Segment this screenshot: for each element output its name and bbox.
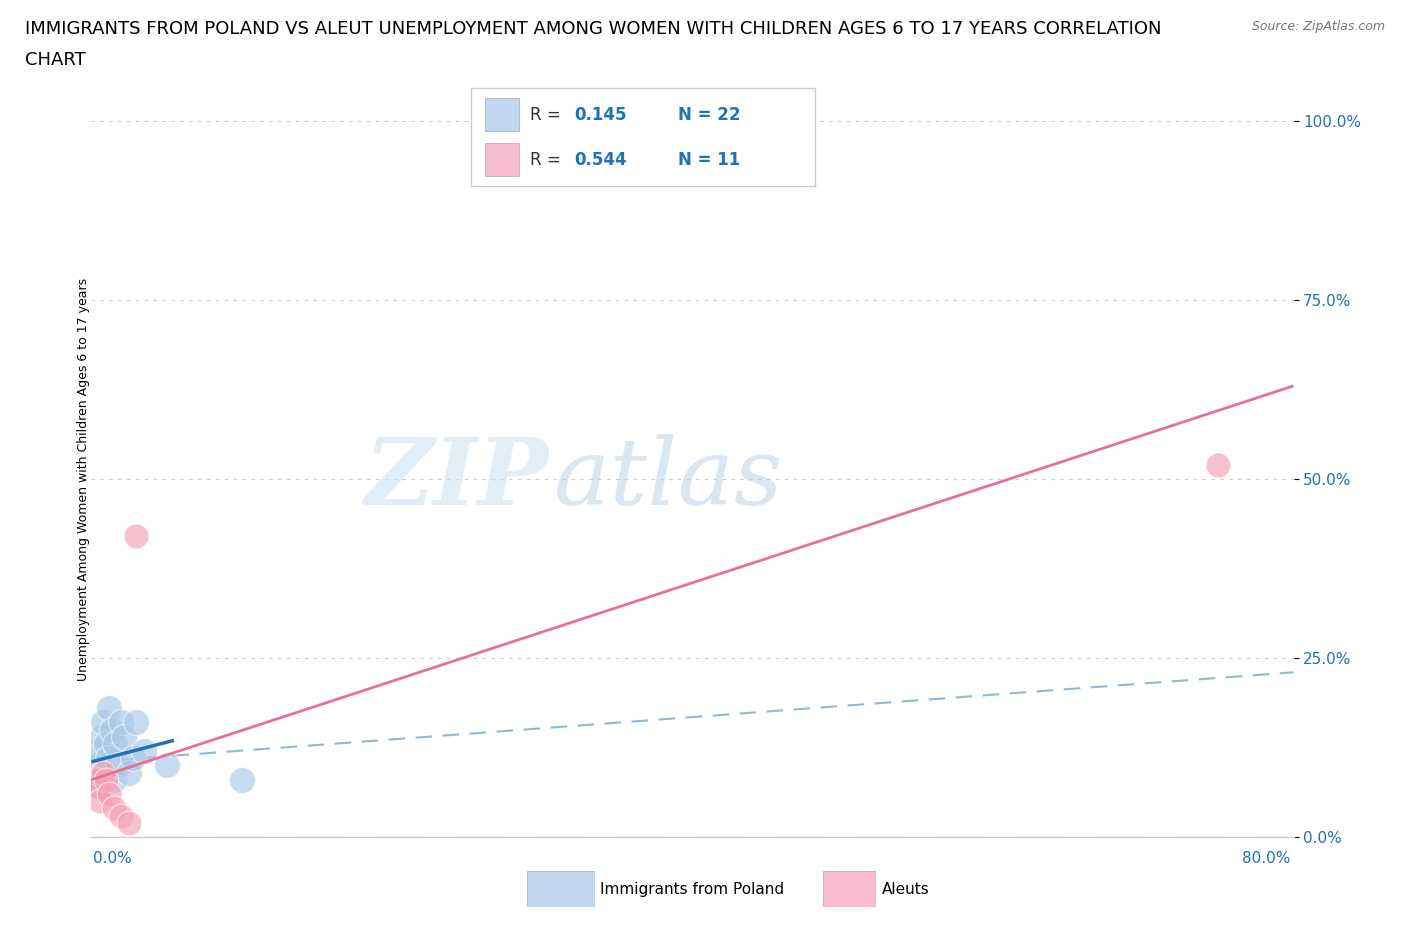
Text: R =: R = <box>530 151 561 168</box>
Point <box>155 758 177 773</box>
Text: ZIP: ZIP <box>364 434 548 524</box>
Point <box>103 772 125 787</box>
Text: IMMIGRANTS FROM POLAND VS ALEUT UNEMPLOYMENT AMONG WOMEN WITH CHILDREN AGES 6 TO: IMMIGRANTS FROM POLAND VS ALEUT UNEMPLOY… <box>25 20 1161 38</box>
Point <box>97 751 120 765</box>
FancyBboxPatch shape <box>485 143 519 177</box>
Point <box>84 772 107 787</box>
Point <box>89 779 111 794</box>
Text: 0.0%: 0.0% <box>93 851 132 866</box>
Point <box>1208 458 1230 472</box>
Point <box>114 729 136 744</box>
Point <box>125 715 148 730</box>
Point <box>122 751 145 765</box>
Point <box>87 744 110 759</box>
Point <box>110 808 132 823</box>
Point <box>132 744 155 759</box>
Point <box>83 772 105 787</box>
Point <box>101 722 124 737</box>
Text: N = 22: N = 22 <box>678 106 740 124</box>
Point <box>110 715 132 730</box>
Point <box>93 765 115 780</box>
Point <box>231 772 253 787</box>
Text: 80.0%: 80.0% <box>1243 851 1291 866</box>
Point <box>118 765 141 780</box>
Point <box>89 794 111 809</box>
Point <box>107 758 129 773</box>
Point <box>125 529 148 544</box>
Point <box>90 729 112 744</box>
Text: Immigrants from Poland: Immigrants from Poland <box>600 882 785 897</box>
Point <box>98 787 121 802</box>
Point <box>98 700 121 715</box>
Point <box>96 772 118 787</box>
Point <box>118 816 141 830</box>
Point <box>94 765 117 780</box>
Text: 0.544: 0.544 <box>575 151 627 168</box>
Point <box>104 737 127 751</box>
Text: R =: R = <box>530 106 561 124</box>
FancyBboxPatch shape <box>485 99 519 131</box>
Text: CHART: CHART <box>25 51 86 69</box>
Y-axis label: Unemployment Among Women with Children Ages 6 to 17 years: Unemployment Among Women with Children A… <box>76 277 90 681</box>
Text: N = 11: N = 11 <box>678 151 740 168</box>
Point <box>103 801 125 816</box>
Text: Aleuts: Aleuts <box>882 882 929 897</box>
Point <box>93 715 115 730</box>
Point <box>86 758 108 773</box>
Point <box>87 779 110 794</box>
Text: atlas: atlas <box>554 434 783 524</box>
Text: 0.145: 0.145 <box>575 106 627 124</box>
Text: Source: ZipAtlas.com: Source: ZipAtlas.com <box>1251 20 1385 33</box>
Point <box>96 737 118 751</box>
